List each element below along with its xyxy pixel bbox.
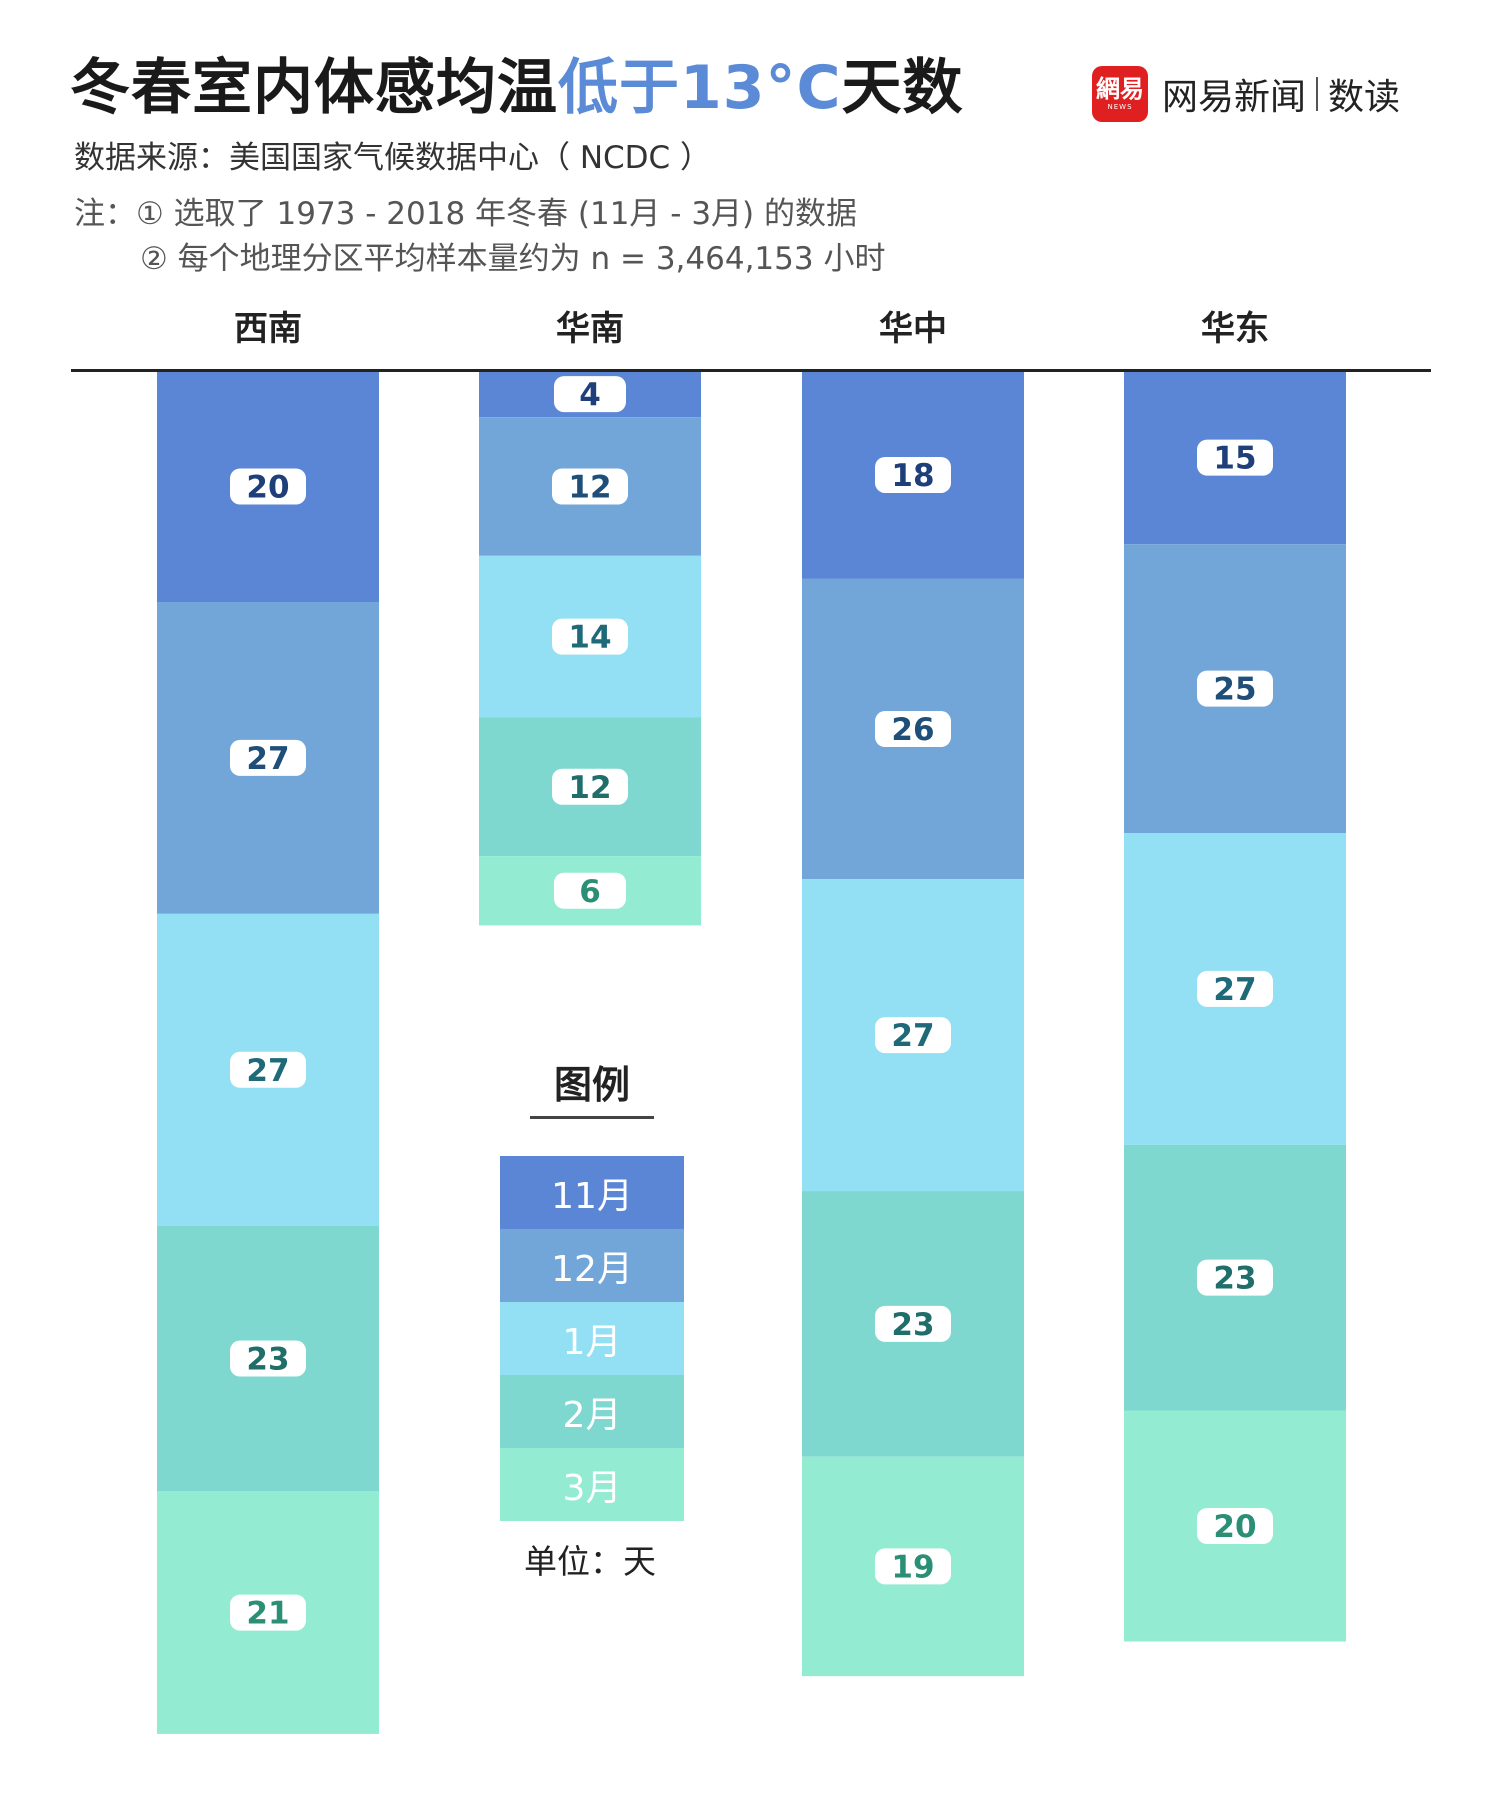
value-label-pill [1197,439,1273,476]
logo-glyph: 網易 [1096,75,1144,103]
value-label-pill [875,1305,951,1342]
value-label: 18 [891,458,934,494]
value-label-pill [230,1051,306,1088]
value-label: 19 [891,1549,934,1585]
note-1: 注：① 选取了 1973 - 2018 年冬春 (11月 - 3月) 的数据 [74,196,857,232]
brand-section: 数读 [1328,77,1401,118]
brand-name: 网易新闻 [1162,77,1307,118]
value-label-pill [1197,970,1273,1007]
value-label: 12 [568,470,611,506]
legend-item: 2月 [500,1375,684,1448]
value-label: 21 [246,1596,289,1632]
value-label: 20 [1213,1509,1256,1545]
brand: 網易 NEWS 网易新闻 数读 [1092,66,1400,122]
unit-label: 单位：天 [524,1542,656,1581]
legend-underline [530,1116,654,1119]
value-label-pill [230,1594,306,1631]
title-end: 天数 [841,53,964,123]
value-label: 27 [1213,972,1256,1008]
value-label: 27 [246,1053,289,1089]
note-2: ② 每个地理分区平均样本量约为 n = 3,464,153 小时 [140,241,886,277]
value-label-pill [875,456,951,493]
value-label-pill [552,618,628,655]
value-label-pill [875,1548,951,1585]
value-label-pill [230,739,306,776]
data-source: 数据来源：美国国家气候数据中心（ NCDC ） [74,140,712,176]
category-label: 西南 [234,309,302,349]
value-label-pill [1197,1259,1273,1296]
category-label: 华中 [879,309,947,349]
value-label-pill [554,872,626,909]
value-label-pill [1197,1508,1273,1544]
chart-title: 冬春室内体感均温低于13°C天数 [70,52,964,124]
value-label: 6 [579,874,601,910]
value-label: 23 [1213,1261,1256,1297]
legend-title: 图例 [553,1063,630,1107]
value-label-pill [552,768,628,805]
axis-line [71,369,1431,372]
value-label: 15 [1213,441,1256,477]
legend-item: 11月 [500,1156,684,1229]
title-main: 冬春室内体感均温 [70,53,558,123]
value-label-pill [875,711,951,748]
value-label: 12 [568,770,611,806]
brand-text: 网易新闻 数读 [1162,68,1400,120]
value-label: 27 [246,741,289,777]
category-label: 华东 [1201,309,1269,349]
legend-item: 12月 [500,1229,684,1302]
value-label: 26 [891,712,934,748]
value-label-pill [554,376,626,413]
value-label: 25 [1213,672,1256,708]
value-label-pill [1197,670,1273,707]
value-label-pill [552,468,628,505]
title-accent: 低于13°C [558,53,842,123]
brand-separator [1316,77,1319,111]
value-label: 27 [891,1018,934,1054]
value-label: 20 [246,470,289,506]
value-label: 23 [891,1307,934,1343]
netease-logo-icon: 網易 NEWS [1092,66,1148,122]
legend-item: 1月 [500,1302,684,1375]
value-label-pill [230,1340,306,1377]
category-label: 华南 [556,309,624,349]
value-label: 23 [246,1342,289,1378]
value-label-pill [875,1017,951,1054]
value-label: 4 [579,377,601,413]
legend: 11月 12月 1月 2月 3月 [500,1156,684,1521]
legend-item: 3月 [500,1448,684,1521]
value-label: 14 [568,620,611,656]
logo-sub: NEWS [1107,103,1133,111]
value-label-pill [230,468,306,505]
